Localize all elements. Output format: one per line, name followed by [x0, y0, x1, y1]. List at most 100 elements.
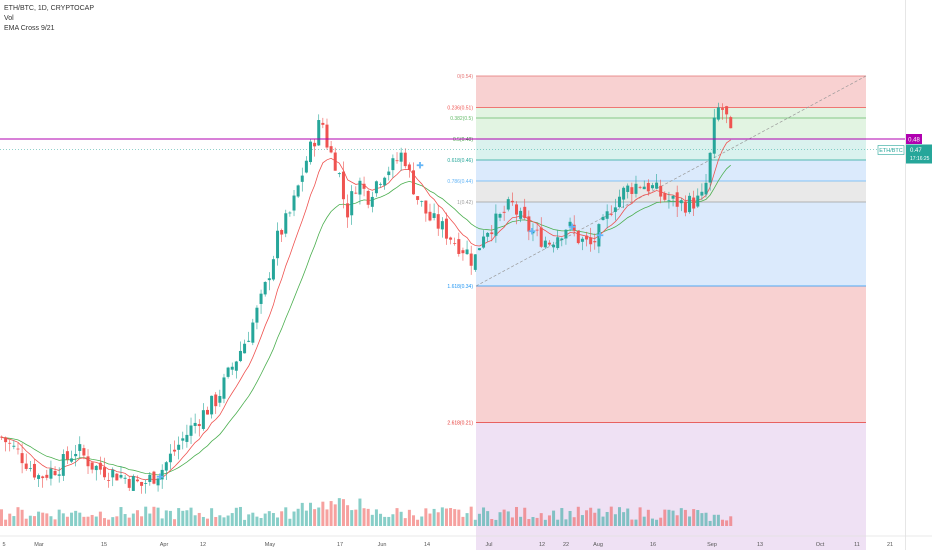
candle-body [119, 475, 123, 478]
candle-body [53, 470, 57, 476]
candle-body [576, 230, 580, 244]
legend-symbol[interactable]: ETH/BTC, 1D, CRYPTOCAP [4, 5, 94, 12]
candle-body [605, 211, 609, 219]
fibonacci-extension[interactable]: 0(0.54) 0.236(0.51) 0.382(0.5) 0.5(0.48) 0.6… [447, 74, 867, 550]
fib-zone [476, 202, 866, 286]
candle-body [16, 448, 20, 450]
volume-bar [168, 510, 172, 526]
volume-bar [449, 507, 453, 526]
candle-body [20, 453, 24, 464]
volume-bar [383, 516, 387, 526]
candle-body [123, 477, 127, 479]
legend-volume[interactable]: Vol [4, 15, 14, 22]
volume-bar [304, 510, 308, 526]
volume-bar [482, 507, 486, 526]
volume-bar [243, 519, 247, 526]
symbol-tag-bg [877, 145, 905, 155]
candle-body [140, 481, 144, 486]
volume-bar [420, 516, 424, 526]
candle-body [634, 183, 638, 194]
volume-bar [173, 519, 177, 526]
volume-bar [259, 517, 263, 526]
horizontal-level-value: 0.48 [908, 138, 920, 144]
candle-body [24, 463, 28, 469]
candle-body [160, 469, 164, 480]
candle-body [210, 395, 214, 415]
volume-bar [37, 511, 41, 526]
candle-body [90, 462, 94, 470]
volume-bar [70, 512, 74, 526]
ema-cross-marker: ✚ [596, 231, 604, 241]
volume-bar [189, 507, 193, 526]
horizontal-line[interactable] [0, 138, 905, 150]
candle-body [86, 456, 90, 467]
candle-body [201, 410, 205, 429]
volume-bar [354, 509, 358, 526]
volume-bar [547, 515, 551, 526]
volume-bar [477, 513, 481, 526]
volume-bar [609, 506, 613, 526]
candle-body [78, 444, 82, 451]
volume-bar [556, 519, 560, 526]
volume-bar [127, 517, 131, 526]
candle-body [482, 236, 486, 248]
fib-zone [476, 160, 866, 181]
candle-body [177, 444, 181, 450]
fib-level-label: 2.618(0.21) [447, 421, 473, 427]
volume-bar [696, 510, 700, 526]
volume-bar [494, 519, 498, 526]
candle-body [424, 200, 428, 214]
candle-body [597, 224, 601, 247]
candle-body [304, 160, 308, 173]
x-axis-tick-label: 12 [200, 542, 206, 548]
volume-bar [152, 506, 156, 526]
candle-body [642, 186, 646, 190]
volume-bar [181, 510, 185, 526]
ema-cross-marker: ✚ [528, 226, 536, 236]
candle-body [486, 232, 490, 237]
volume-bar [103, 518, 106, 526]
volume-bar [20, 509, 24, 526]
candle-body [45, 474, 49, 478]
symbol-tag-text: ETH/BTC [879, 148, 903, 154]
candle-body [267, 278, 271, 281]
candle-body [218, 396, 222, 403]
candle-body [309, 141, 312, 163]
volume-bar [465, 513, 469, 526]
volume-bar [416, 519, 420, 526]
volume-bar [679, 508, 683, 526]
candle-body [374, 181, 378, 194]
volume-bar [57, 509, 61, 526]
candle-body [696, 195, 700, 207]
volume-bar [230, 513, 234, 526]
candle-body [32, 463, 36, 478]
candle-body [539, 227, 543, 247]
candle-body [679, 200, 683, 204]
candle-body [288, 212, 292, 214]
candle-body [523, 206, 527, 219]
volume-bar [4, 519, 8, 526]
candle-body [457, 239, 461, 254]
volume-bar [568, 510, 572, 526]
ema-cross-marker: ✚ [156, 472, 164, 482]
x-axis-tick-label: May [265, 542, 276, 548]
fib-level-label: 0.618(0.46) [447, 158, 473, 164]
candle-body [716, 107, 720, 120]
candle-body [251, 322, 255, 343]
x-axis-tick-label: Sep [707, 542, 717, 548]
candle-body [609, 213, 613, 215]
volume-bar [160, 518, 164, 526]
candle-body [107, 480, 111, 481]
x-axis-tick-label: 12 [539, 542, 545, 548]
candle-body [243, 343, 247, 354]
candle-body [247, 340, 251, 342]
legend-indicator[interactable]: EMA Cross 9/21 [4, 25, 55, 32]
volume-bar [708, 520, 712, 526]
volume-bar [333, 504, 337, 526]
candle-body [238, 350, 242, 362]
volume-bar [98, 511, 102, 526]
candle-body [41, 476, 45, 479]
candle-body [70, 458, 74, 462]
volume-bar [251, 512, 255, 526]
